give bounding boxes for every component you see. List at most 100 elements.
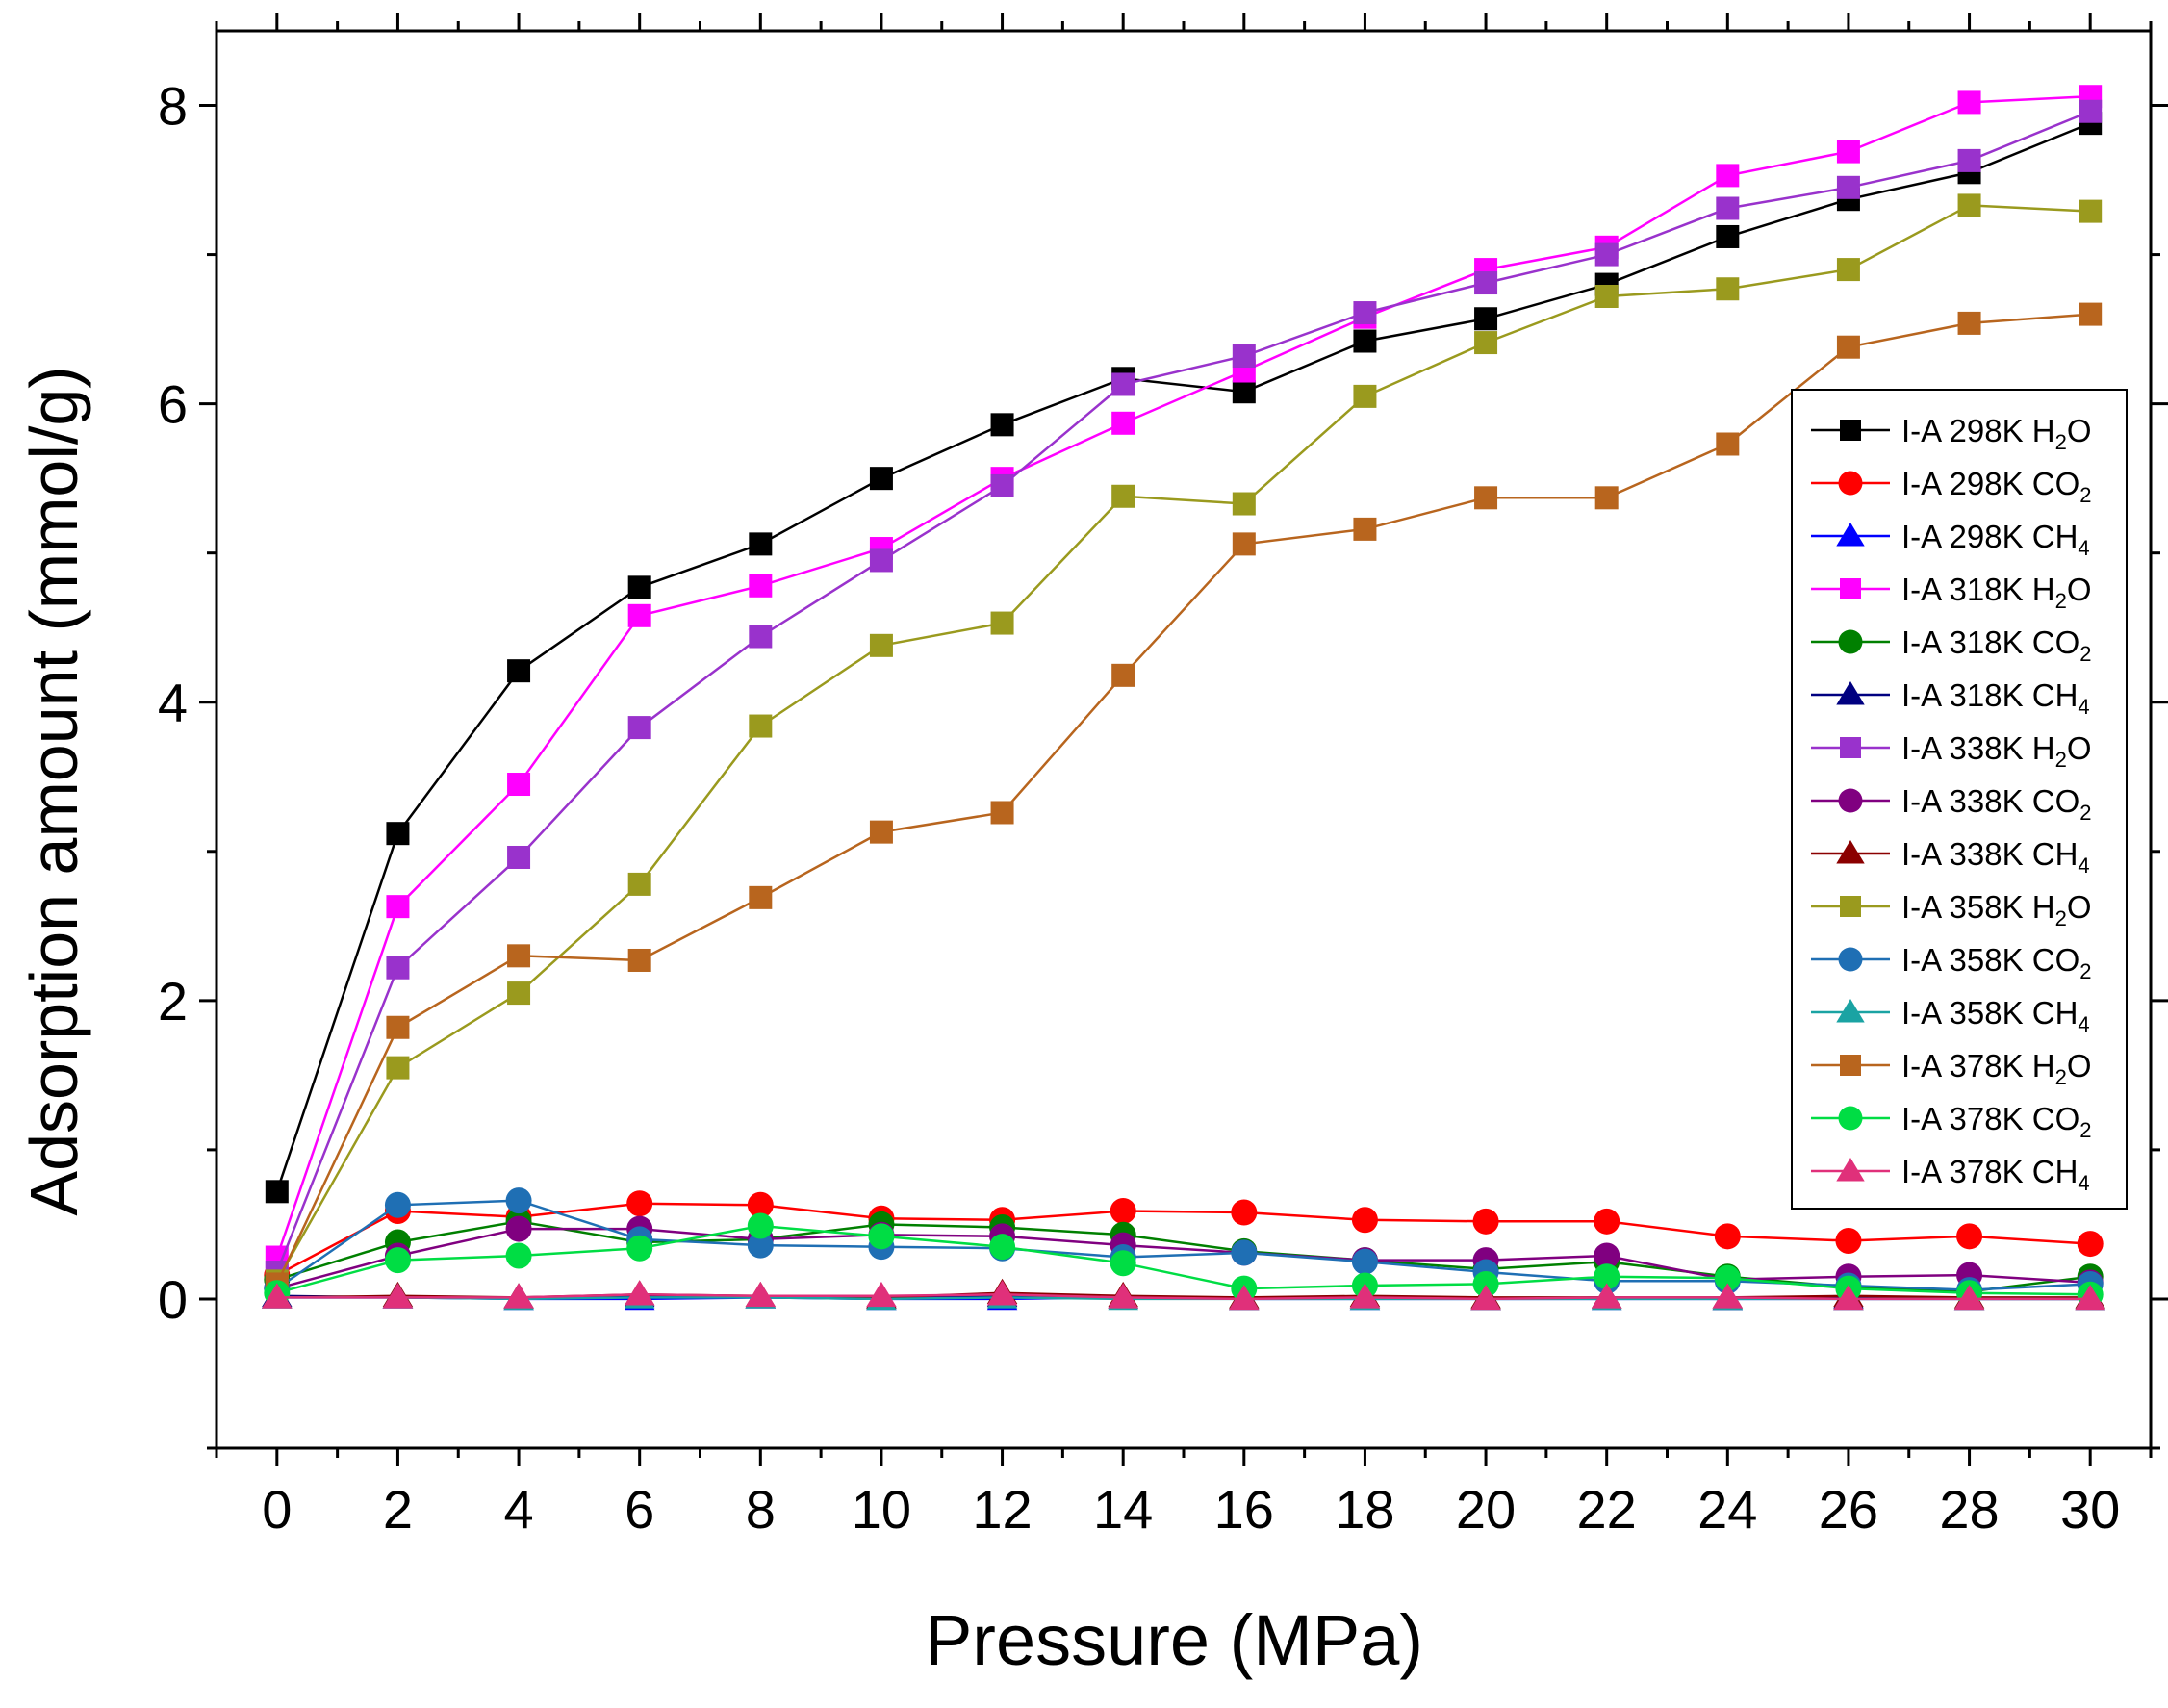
data-point	[627, 716, 651, 740]
data-point	[1474, 271, 1498, 295]
y-tick-label: 6	[158, 374, 188, 435]
data-point	[1474, 331, 1498, 355]
data-point	[1594, 486, 1619, 510]
data-point	[2079, 302, 2103, 326]
data-point	[747, 1191, 774, 1218]
data-point	[1591, 1283, 1622, 1309]
legend-marker	[1836, 1158, 1865, 1182]
legend-label: I-A 298K CH4	[1901, 519, 2090, 560]
data-point	[386, 1056, 410, 1080]
series-line	[276, 1224, 2091, 1296]
data-point	[866, 1281, 897, 1308]
data-point	[627, 603, 651, 627]
series-line	[275, 110, 2091, 1273]
data-point	[1111, 663, 1135, 687]
data-point	[869, 467, 893, 491]
series-7	[265, 99, 2103, 1285]
data-point	[1111, 372, 1135, 396]
legend-marker	[1836, 999, 1865, 1023]
data-point	[986, 1280, 1018, 1306]
data-point	[989, 1234, 1016, 1261]
data-point	[507, 845, 531, 869]
data-point	[1353, 329, 1377, 353]
data-point	[624, 1280, 655, 1306]
x-tick-label: 28	[1939, 1479, 1999, 1540]
legend-marker	[1840, 737, 1861, 758]
data-point	[265, 1180, 289, 1204]
data-point	[1716, 277, 1740, 301]
legend-marker	[1836, 523, 1865, 547]
data-point	[1472, 1270, 1499, 1297]
legend-entry-2: I-A 298K CO2	[1811, 466, 2092, 507]
y-tick-label: 2	[158, 971, 188, 1032]
data-point	[869, 820, 893, 844]
data-point	[1232, 532, 1256, 556]
series-line	[275, 313, 2091, 1285]
data-point	[627, 872, 651, 896]
legend-entry-12: I-A 358K CH4	[1811, 995, 2090, 1036]
data-point	[507, 659, 531, 683]
legend-marker	[1838, 947, 1863, 972]
data-point	[2075, 1284, 2105, 1311]
x-tick-label: 6	[625, 1479, 654, 1540]
legend-entry-5: I-A 318K CO2	[1811, 625, 2092, 666]
data-point	[1594, 1263, 1620, 1290]
x-tick-label: 30	[2060, 1479, 2120, 1540]
legend-label: I-A 378K CH4	[1901, 1154, 2090, 1195]
y-tick-label: 0	[158, 1269, 188, 1330]
data-point	[386, 1015, 410, 1039]
data-point	[262, 1283, 293, 1309]
x-tick-label: 8	[746, 1479, 776, 1540]
data-point	[1474, 486, 1498, 510]
data-point	[747, 1212, 774, 1239]
legend-entry-8: I-A 338K CO2	[1811, 783, 2092, 825]
series-line	[276, 1293, 2091, 1301]
legend-entry-7: I-A 338K H2O	[1811, 730, 2092, 772]
data-point	[749, 574, 773, 598]
data-point	[747, 1232, 774, 1259]
data-point	[749, 714, 773, 738]
x-tick-label: 16	[1214, 1479, 1274, 1540]
data-point	[1353, 301, 1377, 325]
legend-marker	[1836, 681, 1865, 705]
x-tick-label: 24	[1697, 1479, 1757, 1540]
data-point	[1231, 1199, 1258, 1226]
x-tick-label: 0	[262, 1479, 292, 1540]
data-point	[1957, 193, 1981, 217]
data-point	[1594, 284, 1619, 308]
legend-label: I-A 338K CO2	[1901, 783, 2092, 825]
x-tick-label: 20	[1456, 1479, 1516, 1540]
data-point	[505, 1187, 532, 1214]
data-point	[626, 1235, 653, 1262]
data-point	[1232, 344, 1256, 369]
data-point	[868, 1223, 895, 1250]
data-point	[749, 885, 773, 909]
series-group	[262, 85, 2105, 1311]
legend-entry-4: I-A 318K H2O	[1811, 572, 2092, 613]
x-tick-label: 12	[972, 1479, 1032, 1540]
legend-entry-10: I-A 358K H2O	[1811, 889, 2092, 930]
data-point	[869, 548, 893, 573]
data-point	[1474, 307, 1498, 331]
data-point	[1349, 1283, 1381, 1309]
data-point	[749, 532, 773, 556]
data-point	[505, 1242, 532, 1269]
y-tick-label: 4	[158, 673, 188, 733]
data-point	[1470, 1284, 1501, 1311]
data-point	[1110, 1250, 1136, 1277]
data-point	[2077, 1231, 2104, 1258]
data-point	[1714, 1223, 1741, 1250]
data-point	[1232, 492, 1256, 516]
data-point	[382, 1283, 414, 1309]
data-point	[990, 611, 1014, 635]
data-point	[1594, 1242, 1620, 1269]
data-point	[1353, 384, 1377, 408]
legend-marker	[1840, 1055, 1861, 1076]
data-point	[990, 801, 1014, 825]
data-point	[749, 625, 773, 649]
data-point	[1956, 1223, 1983, 1250]
data-point	[1716, 224, 1740, 248]
data-point	[1716, 432, 1740, 456]
data-point	[990, 473, 1014, 497]
